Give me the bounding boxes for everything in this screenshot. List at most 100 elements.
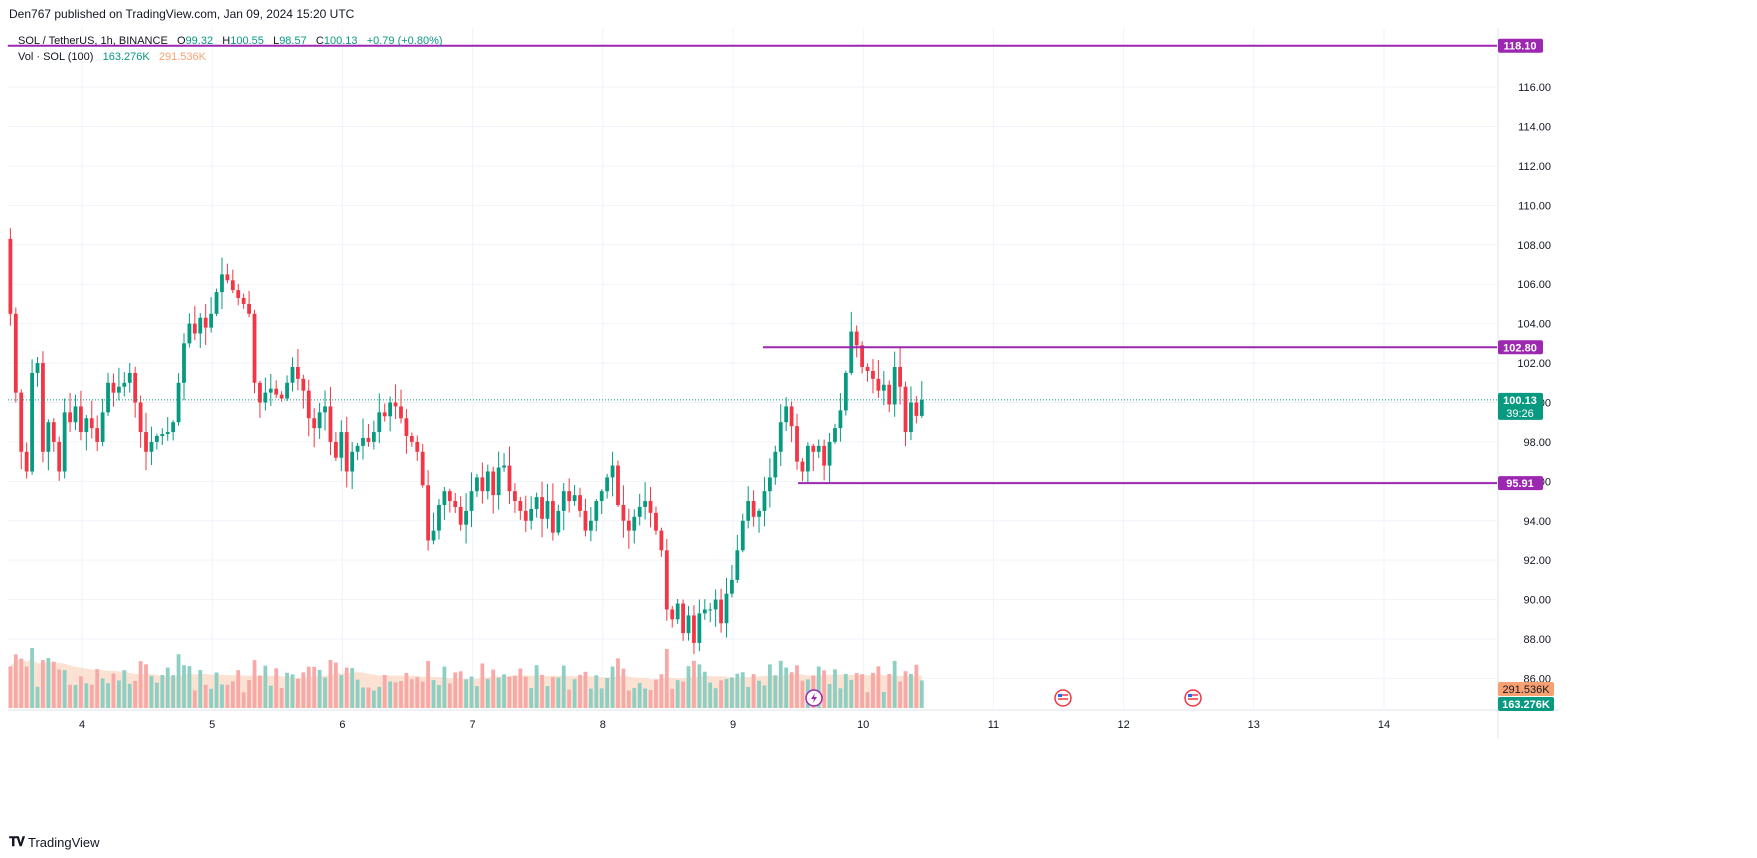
candle-body	[871, 370, 875, 379]
candle-body	[816, 445, 821, 452]
level-high-badge-text: 118.10	[1503, 41, 1536, 53]
us-flag-event-icon[interactable]	[1054, 689, 1072, 707]
volume-bar	[127, 683, 132, 708]
volume-bar	[241, 692, 246, 708]
x-tick-label: 12	[1117, 719, 1129, 731]
candle-body	[610, 465, 615, 478]
volume-bar	[784, 667, 789, 708]
symbol-label[interactable]: SOL / TetherUS, 1h, BINANCE	[18, 35, 168, 47]
volume-bar	[496, 677, 501, 708]
candle-body	[453, 501, 458, 507]
footer-brand[interactable]: 𝐓𝐕 TradingView	[9, 834, 100, 850]
volume-bar	[41, 660, 45, 708]
volume-bar	[339, 675, 344, 708]
volume-bar	[849, 679, 854, 708]
volume-bar	[561, 665, 566, 708]
us-flag-event-icon[interactable]	[1184, 689, 1202, 707]
ohlc-legend[interactable]: SOL / TetherUS, 1h, BINANCE O99.32 H100.…	[18, 35, 443, 47]
volume-bar	[209, 688, 214, 708]
y-tick-label: 112.00	[1518, 161, 1551, 173]
candle-body	[51, 422, 56, 442]
level-high-badge: 118.10	[1498, 38, 1543, 53]
volume-bar	[659, 674, 664, 708]
candle-body	[285, 382, 289, 399]
volume-bar	[160, 674, 165, 708]
candle-body	[209, 313, 214, 328]
candle-body	[540, 497, 544, 519]
volume-bar	[415, 677, 420, 708]
level-upper-badge: 102.80	[1498, 340, 1543, 355]
y-tick-label: 92.00	[1523, 555, 1551, 567]
candle-body	[686, 615, 691, 634]
volume-bar	[182, 665, 186, 708]
candle-body	[914, 402, 919, 416]
volume-bar	[643, 688, 648, 708]
x-tick-label: 7	[470, 719, 476, 731]
volume-bar	[100, 678, 105, 708]
volume-bar	[382, 675, 387, 708]
candle-body	[805, 445, 810, 472]
candle-body	[133, 372, 138, 403]
volume-bar	[746, 687, 751, 708]
candle-body	[713, 599, 718, 610]
volume-bar	[176, 654, 181, 708]
candle-body	[68, 412, 72, 423]
candle-body	[599, 491, 604, 502]
close-label: C	[315, 35, 324, 47]
candle-body	[529, 508, 534, 521]
candle-body	[616, 465, 620, 505]
volume-bar	[648, 690, 653, 708]
volume-bar	[898, 681, 902, 708]
candle-body	[881, 384, 886, 391]
volume-bar	[778, 660, 783, 708]
candle-body	[388, 402, 393, 417]
candle-body	[409, 436, 414, 442]
candle-body	[523, 510, 528, 521]
candle-body	[323, 406, 327, 413]
last-price-bg	[1498, 392, 1543, 420]
price-axis: 86.0088.0090.0092.0094.0096.0098.00100.0…	[1498, 38, 1554, 711]
volume-bar	[371, 690, 376, 708]
volume-bar	[89, 684, 94, 708]
vol-last-bg	[1498, 697, 1554, 711]
volume-bar	[116, 680, 121, 708]
candle-body	[556, 510, 561, 533]
volume-bar	[567, 689, 572, 708]
candle-body	[681, 603, 685, 634]
volume-bar	[887, 674, 892, 708]
flag-canton	[1058, 694, 1062, 697]
level-upper-badge-bg	[1498, 340, 1543, 355]
volume-bar	[697, 664, 702, 708]
volume-bar	[258, 675, 262, 708]
countdown-text: 39:26	[1506, 408, 1534, 420]
candle-body	[230, 280, 235, 291]
candle-body	[621, 504, 626, 521]
volume-bar	[507, 676, 512, 708]
candle-body	[296, 367, 300, 379]
candle-body	[708, 609, 713, 611]
candle-body	[19, 392, 24, 452]
volume-label[interactable]: Vol · SOL (100)	[18, 51, 94, 63]
vol-last-badge: 163.276K	[1498, 697, 1554, 711]
lightning-event-icon[interactable]	[805, 689, 823, 707]
volume-bar	[426, 660, 431, 708]
volume-bar	[692, 660, 696, 708]
candle-body	[507, 465, 512, 492]
candle-body	[317, 412, 322, 429]
candle-body	[41, 363, 45, 452]
high-label: H	[222, 35, 231, 47]
volume-bar	[24, 666, 29, 708]
volume-bar	[171, 675, 176, 708]
candle-body	[149, 441, 154, 452]
candle-body	[919, 399, 924, 416]
candle-body	[339, 432, 344, 458]
candle-body	[648, 501, 653, 513]
volume-bar	[35, 686, 40, 708]
volume-legend[interactable]: Vol · SOL (100) 163.276K 291.536K	[18, 51, 206, 63]
candle-body	[182, 343, 186, 383]
volume-bar	[203, 684, 208, 708]
volume-bar	[230, 681, 235, 708]
volume-bar	[626, 690, 631, 708]
